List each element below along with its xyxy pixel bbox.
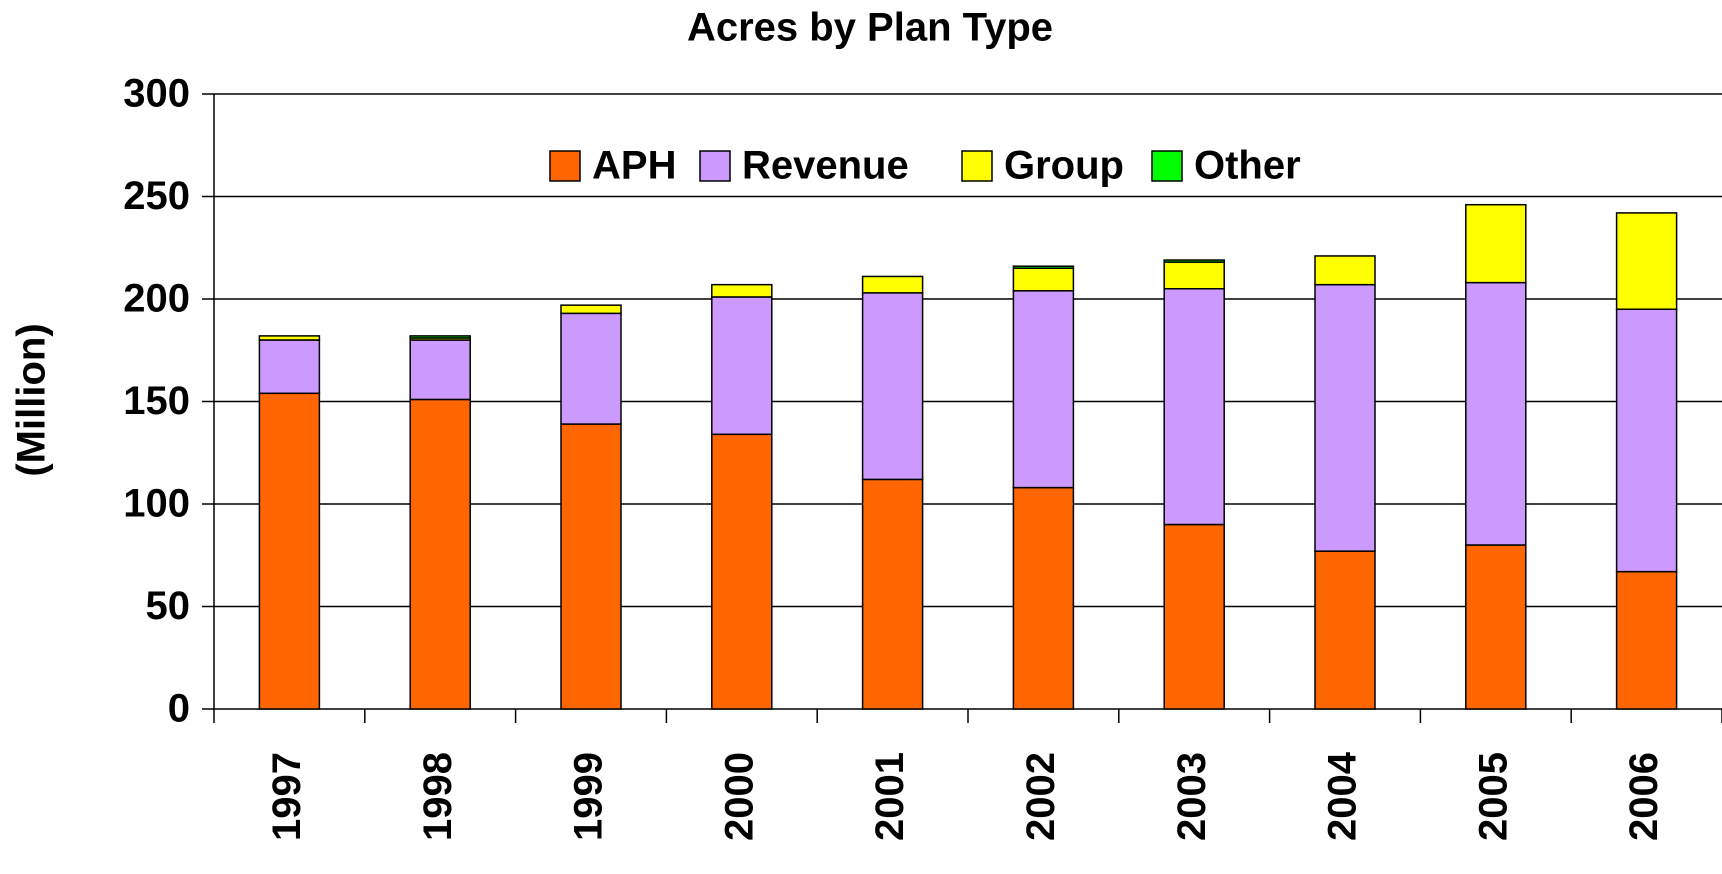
x-tick-label: 2002 [1019, 752, 1063, 841]
legend-label: APH [592, 144, 676, 188]
legend-swatch [1151, 150, 1183, 182]
bar-segment [560, 304, 622, 315]
bar-segment [258, 392, 321, 710]
bar-segment [560, 312, 622, 425]
bar-segment [1163, 261, 1225, 290]
bar-segment [1465, 281, 1527, 546]
bar-segment [1314, 283, 1376, 552]
x-tick-label: 1997 [265, 752, 309, 841]
x-tick-label: 2005 [1471, 752, 1515, 841]
y-tick-label: 0 [168, 687, 190, 731]
y-tick-label: 300 [123, 72, 190, 116]
bar-segment [1615, 570, 1678, 710]
bar-segment [1615, 212, 1678, 310]
bar-segment [1163, 523, 1225, 710]
x-tick-label: 2001 [868, 752, 912, 841]
bar-segment [258, 335, 321, 341]
bar-segment [409, 339, 471, 401]
x-tick-label: 2004 [1321, 751, 1365, 841]
chart-title: Acres by Plan Type [687, 6, 1053, 50]
bar-segment [1012, 267, 1075, 292]
legend-swatch [961, 150, 993, 182]
legend-label: Other [1194, 144, 1301, 188]
y-axis-label: (Million) [10, 323, 54, 476]
y-tick-label: 150 [123, 379, 190, 423]
bar-segment [711, 296, 773, 436]
x-tick-label: 1999 [567, 752, 611, 841]
y-tick-label: 50 [146, 584, 191, 628]
bar-segment [711, 283, 773, 298]
bar-segment [1465, 203, 1527, 284]
bar-segment [258, 339, 321, 395]
bar-segment [711, 433, 773, 710]
legend-swatch [699, 150, 731, 182]
bar-segment [1465, 544, 1527, 710]
legend-label: Revenue [742, 144, 909, 188]
bar-segment [861, 292, 924, 481]
bar-segment [1314, 550, 1376, 710]
y-tick-label: 250 [123, 174, 190, 218]
x-tick-label: 2003 [1170, 752, 1214, 841]
bar-segment [861, 275, 924, 294]
bar-segment [1163, 288, 1225, 526]
x-tick-label: 1998 [416, 752, 460, 841]
x-tick-label: 2000 [717, 752, 761, 841]
y-tick-label: 200 [123, 277, 190, 321]
legend-label: Group [1004, 144, 1124, 188]
bar-segment [409, 335, 471, 339]
bar-segment [1012, 486, 1075, 710]
bar-segment [1012, 290, 1075, 489]
y-tick-label: 100 [123, 482, 190, 526]
bar-segment [1012, 265, 1075, 270]
bar-segment [1163, 259, 1225, 263]
legend-swatch [549, 150, 581, 182]
bar-segment [861, 478, 924, 710]
bar-segment [409, 398, 471, 710]
bar-segment [1615, 308, 1678, 573]
x-tick-label: 2006 [1622, 752, 1666, 841]
bar-segment [560, 423, 622, 710]
bar-segment [1314, 255, 1376, 286]
